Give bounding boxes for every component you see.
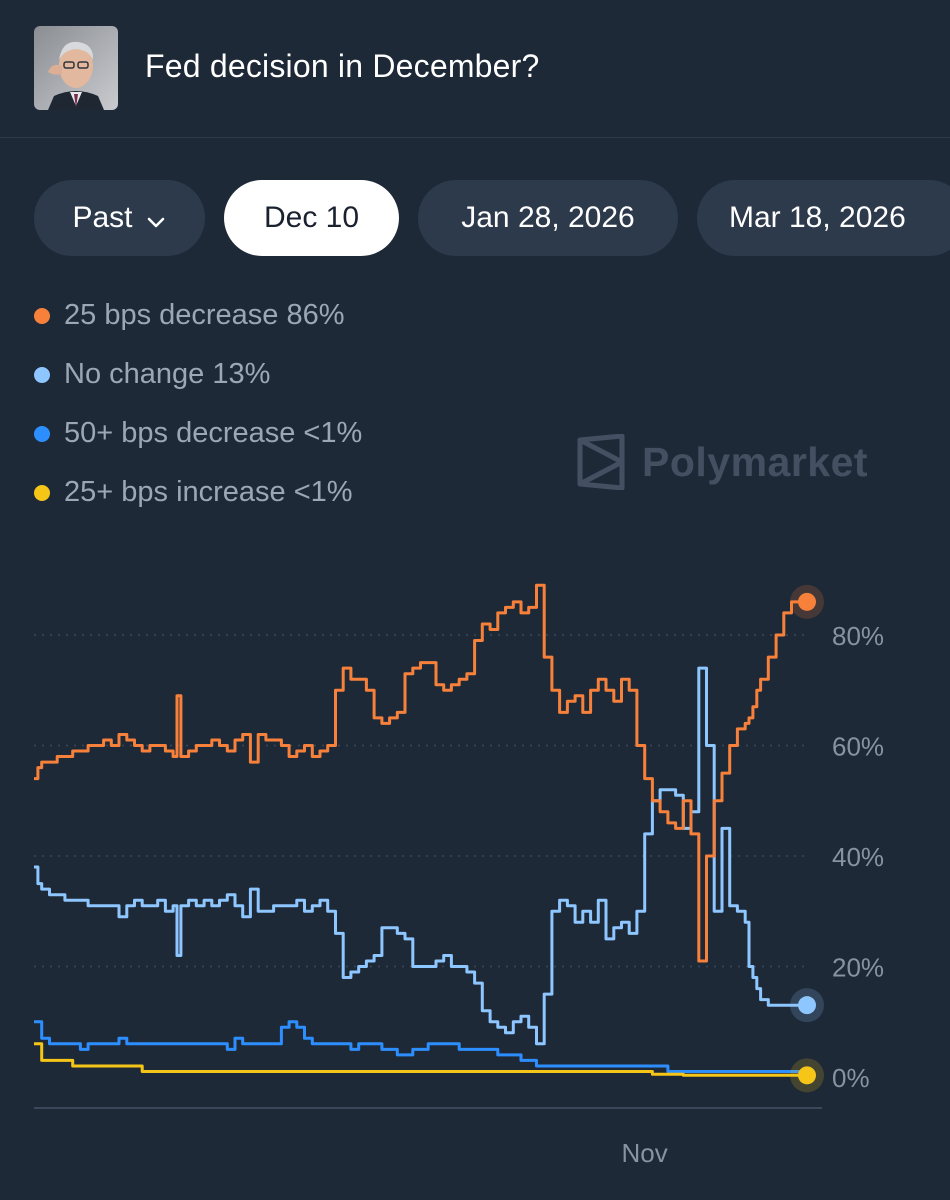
- tab-label: Dec 10: [263, 201, 360, 234]
- y-tick-label: 80%: [832, 621, 884, 651]
- tab-jan-28-2026[interactable]: Jan 28, 2026: [418, 180, 678, 256]
- legend-item: 25 bps decrease 86%: [34, 286, 362, 345]
- legend-item: 25+ bps increase <1%: [34, 463, 362, 522]
- series-line: [34, 1042, 807, 1077]
- chart-legend: 25 bps decrease 86% No change 13% 50+ bp…: [34, 286, 362, 522]
- legend-dot: [34, 425, 50, 442]
- chevron-down-icon: [145, 207, 167, 229]
- series-end-dot: [798, 996, 816, 1015]
- legend-dot: [34, 366, 50, 383]
- polymarket-logo-icon: [577, 434, 625, 490]
- series-line: [34, 583, 807, 963]
- date-tabs: Past Dec 10 Jan 28, 2026 Mar 18, 2026: [0, 180, 950, 258]
- y-tick-label: 40%: [832, 842, 884, 872]
- legend-item: No change 13%: [34, 345, 362, 404]
- tab-dec-10[interactable]: Dec 10: [224, 180, 399, 256]
- polymarket-watermark: Polymarket: [576, 432, 868, 492]
- header: Fed decision in December?: [0, 0, 950, 138]
- tab-past[interactable]: Past: [34, 180, 205, 256]
- legend-dot: [34, 484, 50, 501]
- market-avatar: [34, 26, 118, 110]
- tab-label: Mar 18, 2026: [729, 201, 906, 234]
- watermark-text: Polymarket: [642, 438, 869, 485]
- header-divider: [0, 137, 950, 138]
- y-tick-label: 60%: [832, 732, 884, 762]
- legend-dot: [34, 307, 50, 324]
- x-tick-label: Nov: [622, 1138, 668, 1168]
- tab-label: Past: [72, 201, 133, 234]
- series-end-dot: [798, 1066, 816, 1085]
- legend-label: 25+ bps increase <1%: [64, 476, 353, 508]
- series-end-dot: [798, 592, 816, 611]
- tab-label: Jan 28, 2026: [461, 201, 635, 234]
- page-title: Fed decision in December?: [145, 48, 540, 84]
- y-tick-label: 20%: [832, 953, 884, 983]
- legend-label: 50+ bps decrease <1%: [64, 417, 363, 449]
- y-tick-label: 0%: [832, 1063, 870, 1093]
- legend-label: 25 bps decrease 86%: [64, 299, 345, 331]
- tab-mar-18-2026[interactable]: Mar 18, 2026: [697, 180, 950, 256]
- legend-label: No change 13%: [64, 358, 271, 390]
- series-line: [34, 1020, 807, 1073]
- legend-item: 50+ bps decrease <1%: [34, 404, 362, 463]
